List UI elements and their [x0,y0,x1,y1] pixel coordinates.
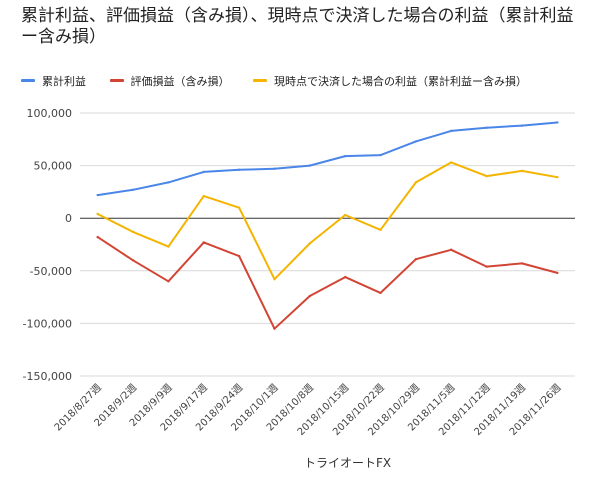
data-point [131,188,135,191]
data-point [485,265,488,268]
data-point [379,228,382,231]
data-point [414,258,418,261]
data-point [485,126,488,129]
data-point [167,181,170,184]
data-point [520,262,524,265]
y-tick-label: -150,000 [23,370,72,383]
legend-label-3: 現時点で決済した場合の利益（累計利益ー含み損） [274,74,527,88]
data-point [485,174,488,178]
data-point [343,213,347,217]
data-point [556,121,559,124]
legend-swatch-2 [109,79,124,82]
x-axis-title: トライオートFX [304,456,391,470]
chart-legend: 累計利益 評価損益（含み損） 現時点で決済した場合の利益（累計利益ー含み損） [21,72,547,89]
data-point [237,206,241,209]
y-tick-label: -100,000 [23,317,72,330]
data-point [520,124,524,127]
data-point [520,169,524,173]
data-point [379,291,382,295]
data-point [131,259,135,262]
chart-title: 累計利益、評価損益（含み損）、現時点で決済した場合の利益（累計利益ー含み損） [21,6,574,47]
data-point [202,241,205,244]
data-point [343,154,347,158]
data-point [167,245,170,248]
series-line-3 [97,161,558,281]
legend-label-2: 評価損益（含み損） [130,74,230,88]
data-point [273,167,276,170]
legend-swatch-1 [21,79,35,82]
data-point [167,280,170,283]
data-point [96,235,99,239]
y-tick-label: 100,000 [27,107,73,120]
data-point [308,294,312,298]
data-point [343,275,347,279]
series-line-2 [97,236,558,330]
data-point [96,212,99,216]
data-point [308,242,312,245]
data-point [131,230,135,234]
data-point [237,168,241,172]
y-tick-label: 50,000 [34,160,73,173]
legend-label-1: 累計利益 [42,74,86,88]
data-point [450,161,453,164]
data-point [556,271,559,275]
data-point [237,254,241,258]
data-point [450,248,453,251]
legend-item-3: 現時点で決済した場合の利益（累計利益ー含み損） [253,73,527,89]
data-point [273,327,276,330]
data-point [556,175,559,179]
y-tick-label: -50,000 [30,265,72,278]
data-point [414,181,418,184]
legend-item-1: 累計利益 [21,73,86,89]
data-point [273,278,276,281]
data-point [414,140,418,143]
data-point [202,194,205,198]
data-point [379,153,382,157]
data-point [308,164,312,167]
legend-swatch-3 [253,79,267,82]
data-point [450,129,453,133]
legend-item-2: 評価損益（含み損） [109,73,230,89]
data-point [202,170,205,174]
series-line-1 [97,121,558,197]
data-point [96,193,99,197]
y-tick-label: 0 [65,212,72,225]
